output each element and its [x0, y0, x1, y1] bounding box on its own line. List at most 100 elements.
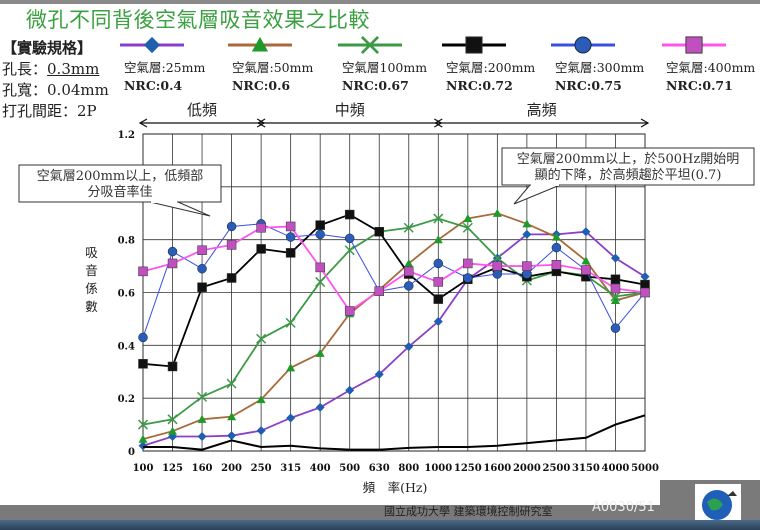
x-tick-label: 100: [133, 463, 154, 474]
x-tick-label: 3150: [572, 463, 600, 474]
x-tick-label: 4000: [602, 463, 630, 474]
series-2: [137, 213, 651, 430]
data-point: [610, 274, 621, 285]
slide-title: 微孔不同背後空氣層吸音效果之比較: [26, 8, 370, 32]
data-point: [226, 221, 237, 232]
x-mark: [226, 378, 237, 389]
data-point: [138, 332, 148, 343]
series-5: [138, 221, 650, 316]
data-point: [137, 419, 149, 430]
y-tick-label: 0.2: [118, 394, 135, 405]
slide-top-border: [0, 0, 760, 4]
data-point: [404, 266, 414, 277]
data-point: [197, 431, 207, 441]
y-tick-label: 0.6: [118, 289, 135, 300]
data-point: [315, 348, 325, 357]
legend-marker-icon: [143, 36, 161, 54]
hole-length-label: 孔長：: [2, 60, 48, 78]
data-point: [197, 245, 207, 255]
data-point: [285, 232, 296, 242]
x-tick-label: 5000: [631, 463, 659, 474]
data-point: [610, 291, 621, 302]
x-mark: [315, 276, 326, 287]
data-point: [433, 277, 444, 287]
data-point: [315, 276, 326, 287]
arrow-head-right-icon: [640, 118, 650, 128]
data-point: [640, 272, 650, 282]
annotation-line: 空氣層200mm以上，於500Hz開始明: [517, 151, 739, 167]
data-point: [168, 426, 178, 435]
legend-item-4: 空氣層:300mm NRC:0.75: [551, 36, 644, 93]
data-point: [551, 232, 561, 241]
x-mark: [167, 414, 178, 425]
series-1: [138, 208, 650, 443]
x-tick-label: 1000: [424, 463, 452, 474]
x-mark: [462, 222, 473, 233]
callout-box: [501, 147, 755, 186]
x-tick-label: 2000: [513, 463, 541, 474]
data-point: [610, 295, 620, 305]
x-mark: [197, 391, 208, 402]
data-point: [285, 221, 296, 232]
legend-marker-icon: [251, 36, 269, 52]
data-point: [197, 282, 207, 292]
data-point: [404, 342, 414, 352]
series-3: [138, 209, 650, 372]
series-line: [142, 225, 646, 313]
data-point: [374, 286, 384, 296]
legend-nrc: NRC:0.72: [446, 78, 513, 93]
legend-nrc: NRC:0.75: [555, 78, 622, 93]
series-line: [142, 213, 646, 368]
legend-item-1: 空氣層:50mm NRC:0.6: [228, 36, 313, 93]
data-point: [492, 208, 502, 217]
x-tick-label: 160: [192, 463, 213, 474]
data-point: [315, 402, 325, 412]
x-mark: [492, 253, 503, 264]
legend-label: 空氣層:200mm: [446, 60, 535, 75]
data-point: [197, 391, 208, 402]
legend-item-2: 空氣層100mm NRC:0.67: [338, 35, 427, 93]
legend-marker-icon: [465, 36, 483, 54]
specs-heading: 【實驗規格】: [2, 39, 93, 57]
data-point: [256, 394, 266, 404]
data-point: [404, 258, 414, 268]
data-point: [492, 261, 503, 271]
data-point: [433, 235, 443, 244]
x-mark: [344, 245, 355, 256]
data-point: [344, 306, 355, 316]
series-line: [142, 230, 646, 447]
series-line: [142, 212, 646, 440]
x-tick-label: 125: [162, 463, 183, 474]
data-point: [138, 359, 148, 369]
arrow-head-left-icon: [138, 118, 148, 128]
data-point: [286, 363, 296, 372]
y-axis-label: 吸音係數: [83, 246, 98, 318]
data-point: [492, 269, 503, 279]
data-point: [640, 279, 650, 290]
band-label: 低頻: [187, 101, 217, 119]
legend-item-5: 空氣層:400mm NRC:0.71: [662, 36, 755, 93]
spacing-label: 打孔間距：: [2, 102, 78, 120]
data-point: [256, 223, 266, 233]
globe-logo-icon: [695, 484, 741, 524]
data-point: [167, 414, 178, 425]
legend-marker-icon: [685, 36, 703, 54]
data-point: [581, 265, 591, 275]
annotation-line: 分吸音率佳: [87, 184, 152, 200]
hole-width-value: 0.04mm: [47, 81, 109, 99]
x-mark: [360, 35, 380, 55]
data-point: [315, 220, 325, 230]
y-tick-label: 0.4: [118, 341, 135, 352]
data-point: [433, 213, 444, 224]
legend-marker-icon: [360, 35, 380, 55]
data-point: [197, 414, 207, 423]
data-point: [227, 412, 237, 421]
y-axis-ticks: 0 0.2 0.4 0.6 0.8 1.2: [118, 130, 135, 458]
data-point: [226, 240, 237, 250]
legend-nrc: NRC:0.6: [232, 78, 290, 93]
callout-pointer: [149, 201, 211, 217]
data-point: [344, 233, 355, 244]
data-point: [374, 226, 384, 237]
x-tick-label: 1600: [483, 463, 511, 474]
x-tick-label: 200: [221, 463, 242, 474]
